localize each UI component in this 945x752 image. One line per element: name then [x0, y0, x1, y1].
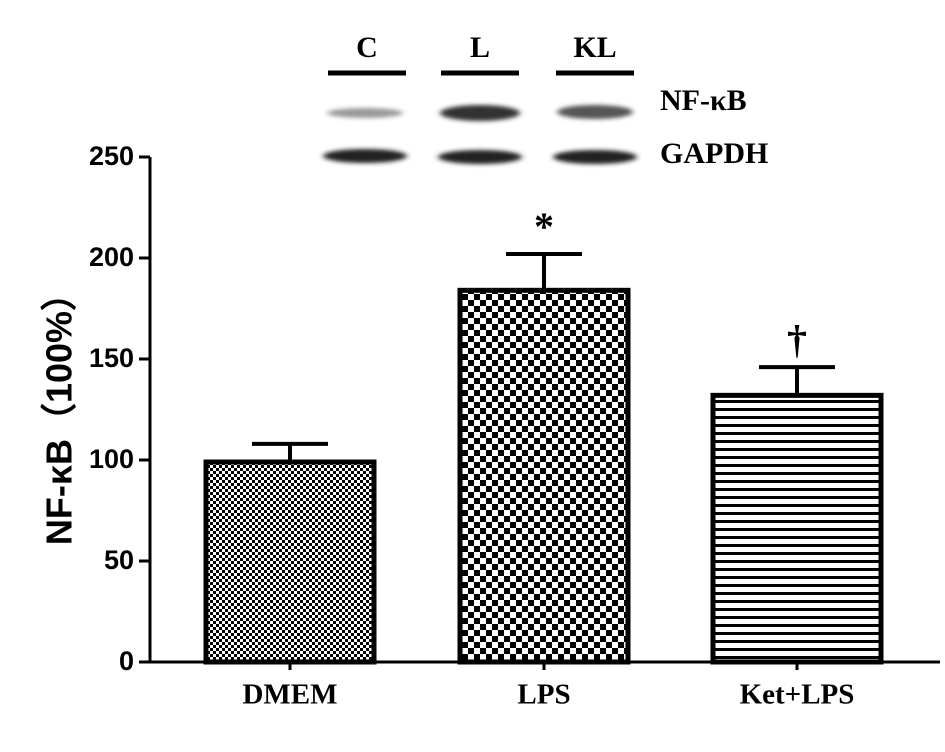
blot-band: [327, 108, 403, 118]
y-tick-label: 100: [89, 444, 134, 474]
bar: [457, 287, 631, 665]
band-label: GAPDH: [660, 137, 768, 170]
bar: [710, 392, 884, 665]
x-tick-label: DMEM: [242, 679, 337, 711]
blot-band: [438, 150, 522, 164]
y-tick-label: 200: [89, 242, 134, 272]
lane-label: C: [356, 31, 378, 64]
y-tick-label: 250: [89, 141, 134, 171]
x-tick-label: Ket+LPS: [740, 679, 855, 711]
lane-label: L: [470, 31, 490, 64]
blot-inset: [323, 105, 637, 164]
bar: [203, 459, 377, 665]
y-tick-label: 150: [89, 343, 134, 373]
blot-band: [323, 149, 407, 163]
significance-mark: †: [787, 317, 807, 362]
blot-band: [440, 105, 520, 121]
x-tick-label: LPS: [517, 679, 570, 711]
blot-band: [557, 105, 633, 119]
blot-band: [553, 150, 637, 164]
y-axis-label: NF-κB（100%）: [39, 275, 80, 545]
significance-mark: *: [534, 204, 554, 249]
y-tick-label: 50: [104, 545, 134, 575]
band-label: NF-κB: [660, 84, 747, 117]
lane-label: KL: [573, 31, 616, 64]
y-tick-label: 0: [119, 646, 134, 676]
